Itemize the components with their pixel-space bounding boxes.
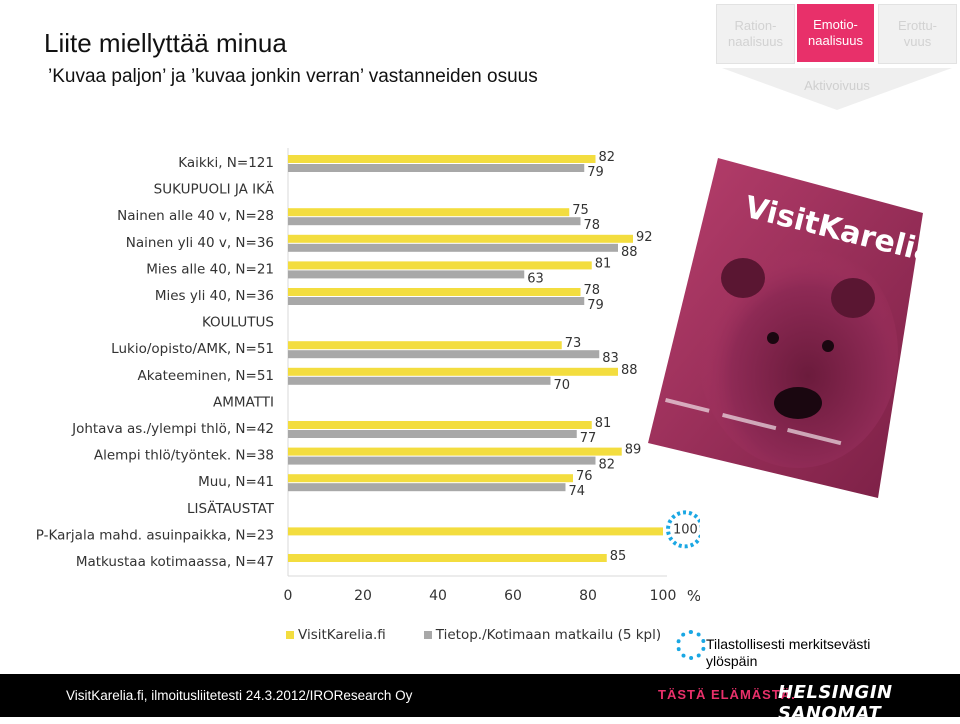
group-header-label: KOULUTUS xyxy=(202,315,274,331)
footer-bar: VisitKarelia.fi, ilmoitusliitetesti 24.3… xyxy=(0,674,960,724)
bar-series2 xyxy=(288,430,577,438)
x-tick-label: 60 xyxy=(504,588,522,604)
x-unit-label: % xyxy=(687,587,700,605)
category-label: Mies alle 40, N=21 xyxy=(146,261,274,277)
significance-circle xyxy=(666,510,700,549)
category-label: Mies yli 40, N=36 xyxy=(155,288,274,304)
legend-label: Tietop./Kotimaan matkailu (5 kpl) xyxy=(435,627,662,643)
category-label: Matkustaa kotimaassa, N=47 xyxy=(76,554,274,570)
tab-label: Emotio- naalisuus xyxy=(808,17,863,48)
x-tick-label: 40 xyxy=(429,588,447,604)
significance-text: Tilastollisesti merkitsevästi ylöspäin xyxy=(706,636,871,669)
tab-erottuvuus: Erottu- vuus xyxy=(878,4,957,64)
significance-note: Tilastollisesti merkitsevästi ylöspäin xyxy=(676,628,916,672)
footer-slogan: TÄSTÄ ELÄMÄSTÄ. xyxy=(658,687,796,702)
data-label-series1: 82 xyxy=(599,150,616,165)
bar-series2 xyxy=(288,164,585,172)
tab-emotionaalisuus: Emotio- naalisuus xyxy=(797,4,874,62)
bar-series2 xyxy=(288,297,585,305)
bar-series2 xyxy=(288,376,551,385)
tab-label: Erottu- vuus xyxy=(897,18,937,49)
dotted-circle-icon xyxy=(676,630,706,660)
legend-item-series1: VisitKarelia.fi xyxy=(286,627,386,643)
bar-series2 xyxy=(288,270,525,279)
tab-rationaalisuus: Ration- naalisuus xyxy=(716,4,795,64)
data-label-series1: 73 xyxy=(565,336,582,351)
group-header-label: LISÄTAUSTAT xyxy=(187,499,275,517)
data-label-series2: 77 xyxy=(580,431,597,446)
data-label-series1: 88 xyxy=(621,363,638,378)
data-label-series2: 83 xyxy=(602,351,619,366)
data-label-series1: 81 xyxy=(595,256,612,271)
legend-item-series2: Tietop./Kotimaan matkailu (5 kpl) xyxy=(423,627,662,643)
bear-cover-image: VisitKarelia.fi xyxy=(648,158,923,498)
chevron-down-icon xyxy=(722,68,952,110)
data-label-series1: 85 xyxy=(610,549,627,564)
data-label-series1: 92 xyxy=(636,230,653,245)
data-label-series1: 81 xyxy=(595,416,612,431)
data-label-series2: 63 xyxy=(527,271,544,286)
x-tick-label: 80 xyxy=(579,588,597,604)
x-tick-label: 0 xyxy=(284,588,293,604)
tab-aktivoivuus-label: Aktivoivuus xyxy=(804,78,870,93)
bar-series1 xyxy=(288,261,592,270)
bar-series2 xyxy=(288,483,566,492)
data-label-series1: 75 xyxy=(572,203,589,218)
category-label: Johtava as./ylempi thlö, N=42 xyxy=(71,421,274,437)
data-label-series2: 82 xyxy=(599,458,616,473)
bar-series1 xyxy=(288,234,633,243)
bar-series2 xyxy=(288,456,596,465)
category-label: Nainen yli 40 v, N=36 xyxy=(126,235,274,251)
data-label-series1: 89 xyxy=(625,443,642,458)
page-subtitle: ’Kuvaa paljon’ ja ’kuvaa jonkin verran’ … xyxy=(48,66,538,87)
category-label: Akateeminen, N=51 xyxy=(138,368,274,384)
bar-series1 xyxy=(288,288,581,296)
x-tick-label: 20 xyxy=(354,588,372,604)
category-label: Nainen alle 40 v, N=28 xyxy=(117,208,274,224)
category-label: Alempi thlö/työntek. N=38 xyxy=(94,448,274,464)
bar-series1 xyxy=(288,367,618,376)
footer-brand-logo: HELSINGIN SANOMAT xyxy=(778,682,893,724)
legend-label: VisitKarelia.fi xyxy=(298,627,386,643)
bar-series1 xyxy=(288,341,562,350)
bar-series1 xyxy=(288,474,573,483)
data-label-series2: 78 xyxy=(584,218,601,233)
group-header-label: SUKUPUOLI JA IKÄ xyxy=(154,180,275,198)
bar-series1 xyxy=(288,527,663,536)
bar-series1 xyxy=(288,155,596,163)
bar-series1 xyxy=(288,554,607,562)
category-label: P-Karjala mahd. asuinpaikka, N=23 xyxy=(36,527,274,543)
bar-series2 xyxy=(288,350,600,359)
bar-series1 xyxy=(288,208,570,217)
data-label-series1: 78 xyxy=(584,283,601,298)
data-label-series2: 79 xyxy=(587,165,604,180)
data-label-series1: 76 xyxy=(576,469,593,484)
data-label-series2: 79 xyxy=(587,298,604,313)
page-title: Liite miellyttää minua xyxy=(44,28,287,58)
tab-label: Ration- naalisuus xyxy=(728,18,783,49)
category-label: Muu, N=41 xyxy=(198,474,274,490)
bar-series1 xyxy=(288,447,622,456)
legend-swatch xyxy=(286,631,294,639)
data-label-series2: 74 xyxy=(569,484,586,499)
dimension-tabs: Ration- naalisuus Emotio- naalisuus Erot… xyxy=(716,4,958,110)
bar-series2 xyxy=(288,217,581,226)
bar-series1 xyxy=(288,421,592,429)
category-label: Lukio/opisto/AMK, N=51 xyxy=(111,341,274,357)
bar-series2 xyxy=(288,243,618,252)
group-header-label: AMMATTI xyxy=(213,394,274,410)
data-label-series2: 88 xyxy=(621,245,638,260)
data-label-series1: 100 xyxy=(673,522,698,537)
footer-source: VisitKarelia.fi, ilmoitusliitetesti 24.3… xyxy=(66,688,413,703)
data-label-series2: 70 xyxy=(554,378,571,393)
x-tick-label: 100 xyxy=(650,588,677,604)
legend-swatch xyxy=(423,631,432,639)
chart-legend: VisitKarelia.fi Tietop./Kotimaan matkail… xyxy=(286,627,699,643)
category-label: Kaikki, N=121 xyxy=(178,155,274,171)
